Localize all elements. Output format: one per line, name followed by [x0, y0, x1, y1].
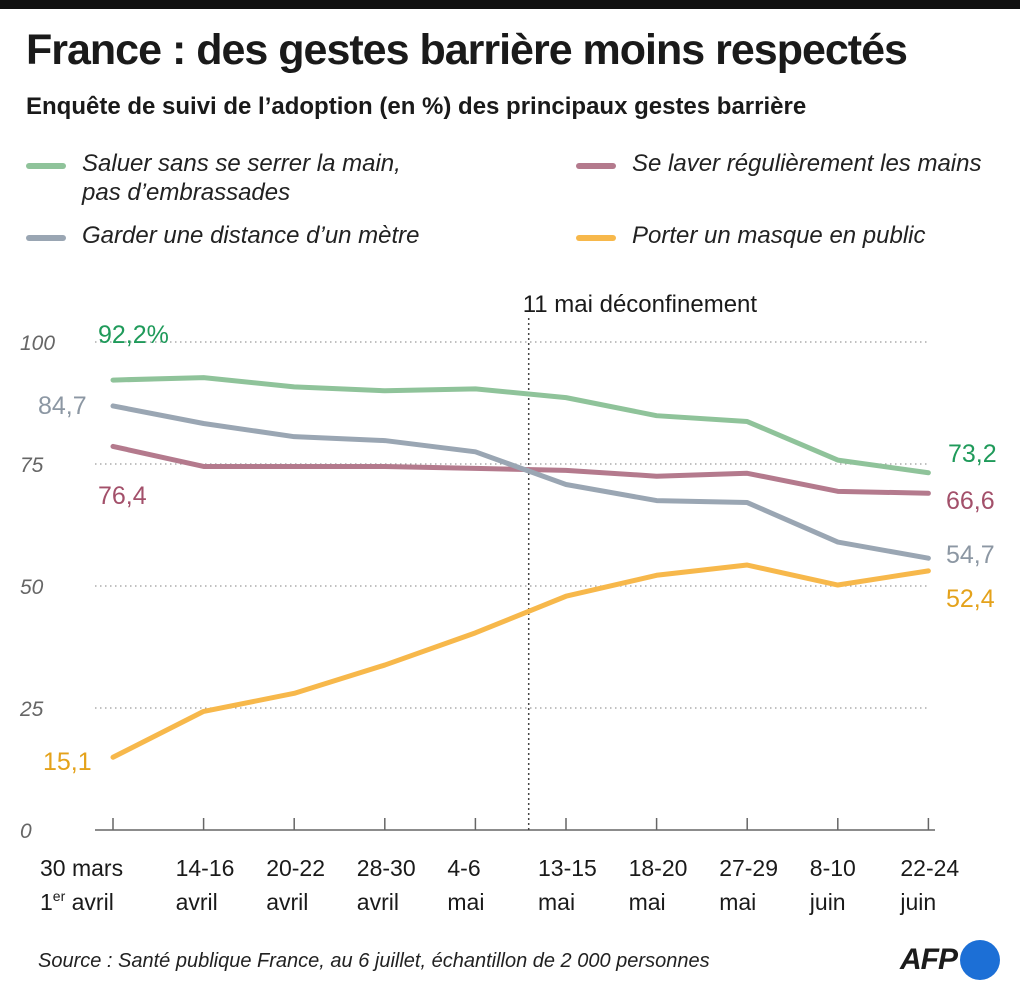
series-start-label: 15,1	[43, 748, 92, 776]
x-tick-label: avril	[357, 889, 399, 915]
x-tick-label: 30 mars	[40, 855, 123, 881]
line-chart: 0 25 50 75 100 30 mars 1er avril 14-16 avril 20-2…	[19, 291, 997, 915]
afp-logo-dot	[960, 940, 1000, 980]
x-tick-label: mai	[538, 889, 575, 915]
legend-item-distance: Garder une distance d’un mètre	[26, 221, 420, 250]
series-line	[110, 562, 931, 760]
x-tick-label: 22-24	[900, 855, 959, 881]
afp-logo: AFP	[900, 940, 1000, 980]
legend-swatch	[26, 235, 66, 241]
x-tick-label: avril	[266, 889, 308, 915]
chart-subtitle: Enquête de suivi de l’adoption (en %) de…	[26, 93, 807, 120]
series-end-label: 54,7	[946, 541, 995, 569]
legend-item-saluer: Saluer sans se serrer la main, pas d’emb…	[26, 149, 401, 207]
afp-logo-text: AFP	[900, 943, 958, 976]
y-tick-label: 75	[20, 454, 44, 477]
x-tick-label: 8-10	[810, 855, 856, 881]
x-tick-label: 27-29	[719, 855, 778, 881]
series-line	[110, 375, 931, 476]
series-start-label: 76,4	[98, 482, 147, 510]
legend-item-laver: Se laver régulièrement les mains	[576, 149, 982, 178]
y-tick-label: 0	[20, 820, 32, 843]
legend-swatch	[576, 163, 616, 169]
x-tick-label: avril	[176, 889, 218, 915]
x-tick-label: 1er avril	[40, 888, 114, 915]
x-tick-label: 18-20	[629, 855, 688, 881]
x-tick-label: mai	[447, 889, 484, 915]
y-tick-label: 100	[20, 332, 55, 355]
y-tick-label: 50	[20, 576, 44, 599]
x-tick-label: 20-22	[266, 855, 325, 881]
chart-title: France : des gestes barrière moins respe…	[26, 26, 908, 74]
series-start-label: 92,2%	[98, 321, 169, 349]
x-tick-label: juin	[899, 889, 936, 915]
x-tick-label: mai	[719, 889, 756, 915]
series-end-label: 66,6	[946, 487, 995, 515]
legend-label: Se laver régulièrement les mains	[632, 150, 982, 177]
series-end-label: 73,2	[948, 440, 997, 468]
deconfinement-label: 11 mai déconfinement	[523, 291, 758, 318]
series-end-label: 52,4	[946, 585, 995, 613]
series-start-label: 84,7	[38, 392, 87, 420]
x-tick-label: 4-6	[447, 855, 480, 881]
legend-item-masque: Porter un masque en public	[576, 221, 926, 250]
legend-label: Saluer sans se serrer la main, pas d’emb…	[82, 150, 401, 206]
x-tick-label: mai	[629, 889, 666, 915]
legend-swatch	[576, 235, 616, 241]
top-bar	[0, 0, 1020, 9]
x-tick-label: 28-30	[357, 855, 416, 881]
x-tick-label: juin	[809, 889, 846, 915]
source-note: Source : Santé publique France, au 6 jui…	[38, 950, 710, 972]
x-tick-label: 14-16	[176, 855, 235, 881]
legend-label: Garder une distance d’un mètre	[82, 222, 420, 249]
x-tick-label: 13-15	[538, 855, 597, 881]
legend-label: Porter un masque en public	[632, 222, 926, 249]
legend-swatch	[26, 163, 66, 169]
y-tick-label: 25	[19, 698, 44, 721]
series-line	[110, 403, 931, 561]
